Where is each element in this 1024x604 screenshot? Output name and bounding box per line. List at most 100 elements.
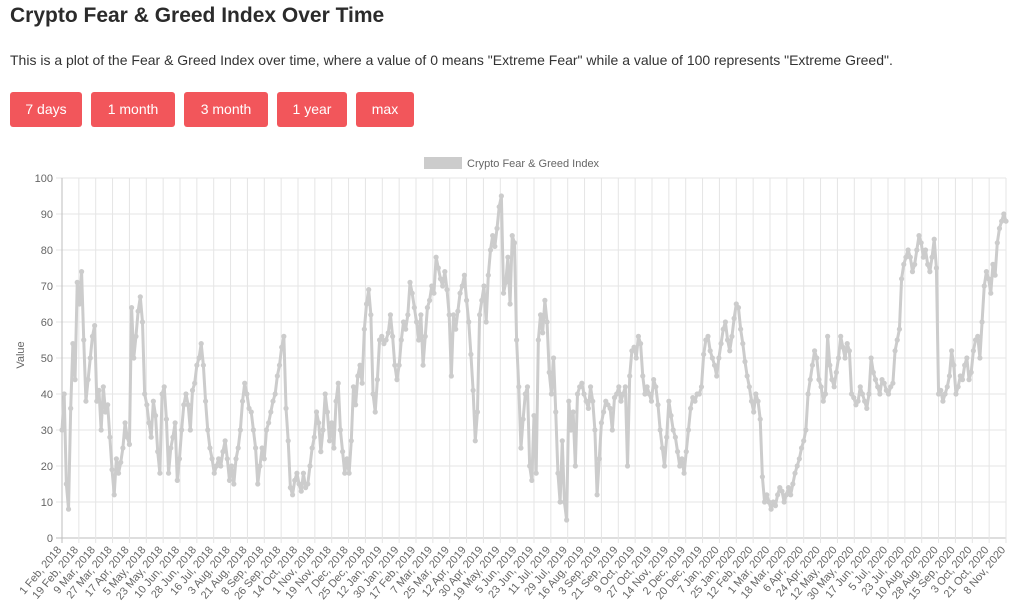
- data-point: [709, 355, 715, 361]
- data-point: [535, 337, 541, 343]
- data-point: [964, 355, 970, 361]
- plot-area: [59, 193, 1009, 523]
- data-point: [877, 391, 883, 397]
- data-point: [833, 369, 839, 375]
- data-point: [281, 333, 287, 339]
- data-point: [481, 283, 487, 289]
- data-point: [775, 492, 781, 498]
- data-point: [751, 409, 757, 415]
- range-7-days-button[interactable]: 7 days: [10, 92, 82, 127]
- data-point: [590, 398, 596, 404]
- data-point: [366, 287, 372, 293]
- data-point: [548, 391, 555, 397]
- data-point: [894, 337, 900, 343]
- data-point: [89, 333, 96, 339]
- data-point: [461, 272, 467, 278]
- data-point: [857, 384, 863, 390]
- data-point: [185, 402, 191, 408]
- chart-legend[interactable]: Crypto Fear & Greed Index: [424, 157, 600, 170]
- data-point: [337, 427, 344, 433]
- data-point: [296, 481, 302, 487]
- data-point: [305, 481, 311, 487]
- data-point: [753, 391, 759, 397]
- data-point: [657, 427, 663, 433]
- data-point: [252, 445, 259, 451]
- data-point: [492, 243, 498, 249]
- data-point: [350, 384, 357, 390]
- data-point: [407, 279, 413, 285]
- data-point: [194, 362, 200, 368]
- data-point: [918, 240, 924, 246]
- data-point: [202, 398, 209, 404]
- data-point: [866, 391, 872, 397]
- data-point: [986, 276, 992, 282]
- data-point: [124, 434, 130, 440]
- data-point: [348, 438, 354, 444]
- data-point: [805, 391, 811, 397]
- data-point: [574, 391, 581, 397]
- data-point: [198, 341, 204, 347]
- data-point: [666, 398, 672, 404]
- data-point: [992, 272, 998, 278]
- data-point: [664, 434, 670, 440]
- data-point: [720, 326, 726, 332]
- y-tick-label: 70: [41, 281, 53, 293]
- range-max-button[interactable]: max: [356, 92, 414, 127]
- data-point: [70, 341, 76, 347]
- data-point: [313, 409, 320, 415]
- data-point: [490, 233, 496, 239]
- data-point: [311, 434, 317, 440]
- y-tick-label: 30: [41, 425, 53, 437]
- data-point: [524, 384, 531, 390]
- data-point: [357, 362, 363, 368]
- data-point: [555, 470, 561, 476]
- data-point: [568, 427, 574, 433]
- data-point: [292, 477, 298, 483]
- data-point: [707, 348, 713, 354]
- data-point: [546, 369, 552, 375]
- data-point: [953, 391, 959, 397]
- data-point: [672, 434, 678, 440]
- data-point: [413, 319, 420, 325]
- data-point: [250, 427, 257, 433]
- data-point: [168, 445, 174, 451]
- data-point: [298, 488, 304, 494]
- y-tick-label: 40: [41, 389, 53, 401]
- data-point: [403, 326, 409, 332]
- data-point: [912, 261, 918, 267]
- range-1-year-button[interactable]: 1 year: [277, 92, 347, 127]
- data-point: [846, 348, 852, 354]
- legend-swatch: [424, 157, 462, 169]
- range-1-month-button[interactable]: 1 month: [91, 92, 175, 127]
- data-point: [139, 319, 146, 325]
- data-point: [424, 305, 431, 311]
- range-3-month-button[interactable]: 3 month: [184, 92, 268, 127]
- data-point: [820, 398, 826, 404]
- data-point: [379, 333, 385, 339]
- data-point: [159, 391, 165, 397]
- data-point: [218, 463, 224, 469]
- data-point: [266, 420, 272, 426]
- data-point: [368, 312, 374, 318]
- data-point: [970, 348, 976, 354]
- data-point: [109, 467, 115, 473]
- data-point: [544, 319, 550, 325]
- data-point: [896, 326, 903, 332]
- data-point: [655, 402, 661, 408]
- data-point: [396, 362, 402, 368]
- data-point: [287, 485, 293, 491]
- data-point: [261, 456, 267, 462]
- data-point: [940, 398, 946, 404]
- data-point: [955, 384, 961, 390]
- data-point: [920, 254, 926, 260]
- data-point: [803, 427, 809, 433]
- data-point: [594, 492, 600, 498]
- data-point: [59, 427, 65, 433]
- data-point: [426, 297, 433, 303]
- data-point: [470, 387, 476, 393]
- data-point: [344, 456, 350, 462]
- data-point: [259, 445, 265, 451]
- data-point: [224, 456, 230, 462]
- data-point: [864, 405, 870, 411]
- data-point: [903, 254, 909, 260]
